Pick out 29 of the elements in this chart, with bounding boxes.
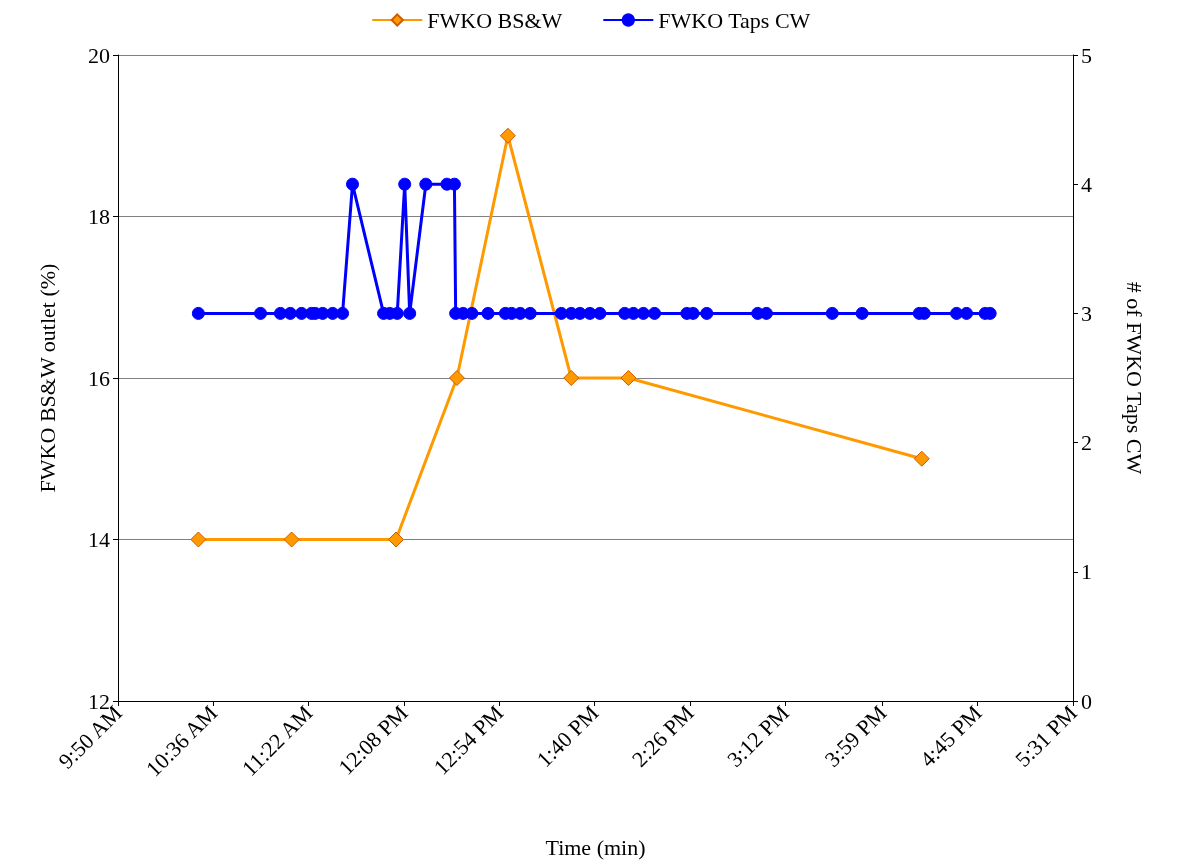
y2-tick-label: 4 (1081, 171, 1092, 197)
x-tick-label: 2:26 PM (626, 700, 699, 772)
point (499, 127, 516, 144)
x-tick-label: 1:40 PM (531, 700, 604, 772)
point (283, 531, 300, 548)
y2-tick-label: 2 (1081, 430, 1092, 456)
y-tick-label: 20 (88, 42, 110, 68)
y-tick-label: 16 (88, 365, 110, 391)
point (913, 450, 930, 467)
x-tick-label: 3:59 PM (819, 700, 892, 772)
y-tick-label: 14 (88, 527, 110, 552)
y2-tick-label: 5 (1081, 42, 1092, 68)
x-tick-label: 4:45 PM (914, 700, 987, 772)
y2-axis-title: # of FWKO Taps CW (1121, 281, 1147, 475)
point (388, 531, 405, 548)
y-tick-label: 18 (88, 204, 110, 229)
y2-tick-label: 0 (1081, 688, 1092, 714)
y2-tick-label: 3 (1081, 300, 1092, 326)
legend-label: FWKO Taps CW (658, 7, 811, 33)
point (190, 531, 207, 548)
point (620, 370, 637, 386)
y2-tick-label: 1 (1081, 559, 1092, 585)
y-axis-title: FWKO BS&W outlet (%) (34, 263, 60, 493)
legend-label: FWKO BS&W (427, 7, 563, 33)
point (448, 370, 465, 386)
x-tick-label: 5:31 PM (1010, 700, 1082, 772)
x-tick-label: 3:12 PM (722, 700, 794, 772)
point (563, 370, 580, 386)
x-axis-title: Time (min) (545, 834, 646, 860)
